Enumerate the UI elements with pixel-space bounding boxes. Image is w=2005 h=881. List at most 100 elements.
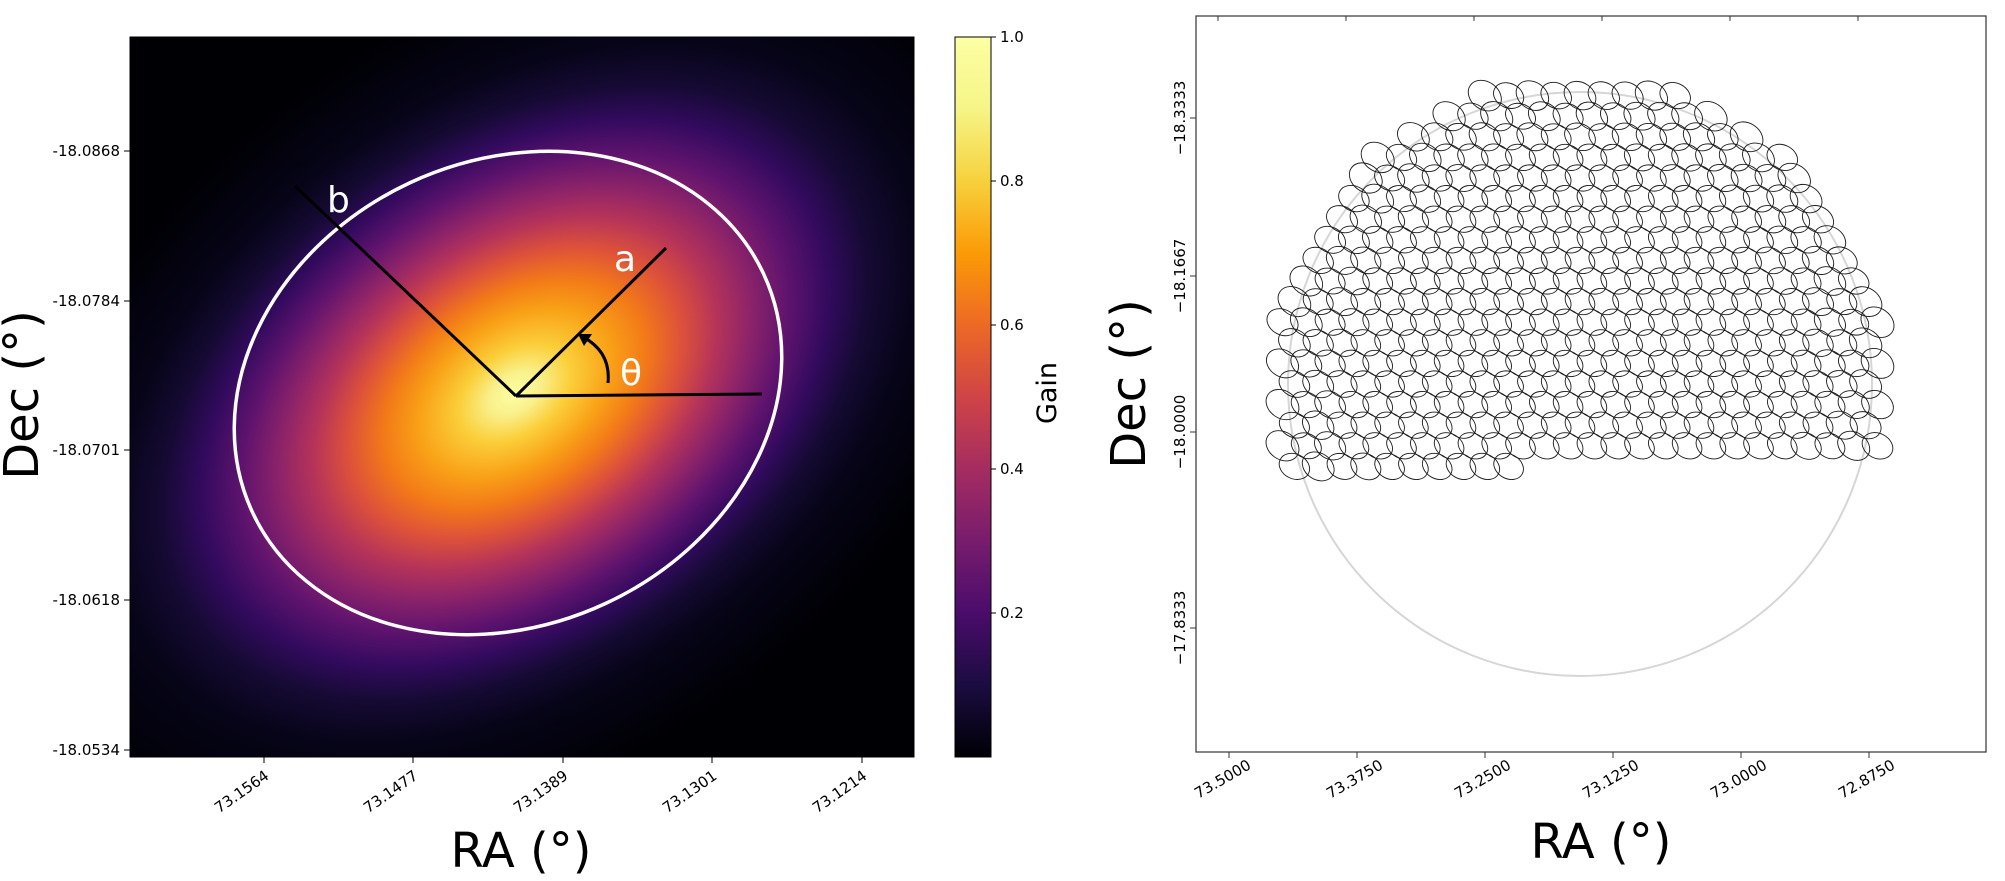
reference-line xyxy=(515,392,763,398)
beam-footprint xyxy=(1480,101,1514,132)
tiling-ylabel: Dec (°) xyxy=(1101,299,1157,469)
beam-footprint xyxy=(1301,451,1335,482)
beam-footprint xyxy=(1659,82,1691,110)
beam-footprint xyxy=(1348,162,1383,194)
cbtick-label: 0.4 xyxy=(1000,460,1024,478)
beam-footprint xyxy=(1861,390,1894,420)
beam-footprint xyxy=(1302,329,1334,357)
theta-arrowhead xyxy=(578,334,592,346)
beam-footprint xyxy=(1848,327,1883,359)
beam-footprint xyxy=(1493,82,1525,109)
beam-footprint xyxy=(1314,267,1346,295)
beam-footprint xyxy=(1277,286,1312,318)
beam-footprint xyxy=(1527,101,1561,132)
beam-footprint xyxy=(1802,411,1834,439)
beam-footprint xyxy=(1826,329,1858,357)
beam-footprint xyxy=(1540,123,1572,151)
beam-footprint xyxy=(1265,430,1300,462)
beam-footprint xyxy=(1552,102,1584,130)
xtick-label: 73.1564 xyxy=(211,767,272,817)
heatmap-x-ticks: 73.1564 73.1477 73.1389 73.1301 73.1214 xyxy=(211,757,870,817)
beam-footprint xyxy=(1837,430,1871,461)
beam-footprint xyxy=(1860,348,1895,379)
beam-ellipse xyxy=(232,149,784,637)
beam-footprint xyxy=(1302,410,1335,440)
ytick-label: −18.0000 xyxy=(1171,395,1189,470)
xtick-label: 73.1389 xyxy=(510,767,571,817)
beam-footprint xyxy=(1825,246,1858,275)
tiling-xlabel: RA (°) xyxy=(1531,814,1672,870)
beam-footprint xyxy=(1813,225,1847,255)
beam-footprint xyxy=(1361,183,1395,214)
beam-footprint xyxy=(1278,411,1310,439)
xtick-label: 73.5000 xyxy=(1191,756,1254,803)
heatmap-xlabel: RA (°) xyxy=(451,823,592,879)
annotation-theta: θ xyxy=(620,353,642,394)
beam-tiling xyxy=(1265,79,1895,677)
beam-footprint xyxy=(1837,390,1870,419)
beam-footprint xyxy=(1564,122,1596,152)
beam-footprint xyxy=(1265,389,1300,421)
beam-footprint xyxy=(1778,246,1810,274)
beam-footprint xyxy=(1516,122,1549,152)
colorbar-label: Gain xyxy=(1032,362,1063,424)
beam-footprint xyxy=(1849,369,1882,399)
left-panel: b a θ -18.0868 -18.0784 -18.0701 -18.061… xyxy=(0,28,1063,879)
beam-footprint xyxy=(1493,452,1524,480)
cbtick-label: 1.0 xyxy=(1000,28,1024,46)
beam-footprint xyxy=(1826,288,1858,316)
ytick-label: -18.0784 xyxy=(53,292,120,310)
beam-footprint xyxy=(1432,101,1466,132)
beam-footprint xyxy=(1349,204,1382,234)
beam-footprint xyxy=(1634,80,1668,111)
tiling-x-ticks: 73.5000 73.3750 73.2500 73.1250 73.0000 … xyxy=(1191,752,1898,802)
field-boundary-circle xyxy=(1287,91,1873,677)
beam-footprint xyxy=(1729,121,1764,153)
xtick-label: 73.0000 xyxy=(1707,756,1770,803)
beam-footprint xyxy=(1801,205,1835,234)
beam-footprint xyxy=(1397,163,1430,193)
colorbar xyxy=(954,36,992,758)
tiling-top-ticks xyxy=(1217,16,1859,21)
beam-footprint xyxy=(1505,102,1536,130)
ytick-label: −18.3333 xyxy=(1171,81,1189,156)
beam-footprint xyxy=(1802,287,1834,316)
beam-footprint xyxy=(1588,123,1620,151)
beam-footprint xyxy=(1515,80,1550,111)
beam-footprint xyxy=(1814,432,1846,460)
beam-footprint xyxy=(1813,266,1847,296)
beam-footprint xyxy=(1468,122,1501,152)
beam-footprint xyxy=(1813,307,1846,337)
xtick-label: 72.8750 xyxy=(1835,756,1898,803)
heatmap-ylabel: Dec (°) xyxy=(0,310,50,480)
cbtick-label: 0.2 xyxy=(1000,604,1024,622)
beam-footprint xyxy=(1314,431,1347,461)
heatmap-y-ticks: -18.0868 -18.0784 -18.0701 -18.0618 -18.… xyxy=(53,142,130,759)
beam-footprint xyxy=(1694,100,1728,132)
cbtick-label: 0.6 xyxy=(1000,316,1024,334)
beam-footprint xyxy=(1350,452,1382,481)
beam-footprint xyxy=(1789,183,1823,214)
axis-a-line xyxy=(514,246,668,398)
ytick-label: -18.0618 xyxy=(53,591,120,609)
annotation-a: a xyxy=(614,239,636,280)
colorbar-ticks: 0.2 0.4 0.6 0.8 1.0 xyxy=(991,28,1024,622)
cbtick-label: 0.8 xyxy=(1000,172,1024,190)
beam-footprint xyxy=(1848,286,1883,317)
tiling-plot-area xyxy=(1195,15,1987,753)
right-panel: 73.5000 73.3750 73.2500 73.1250 73.0000 … xyxy=(1101,15,1987,870)
beam-footprint xyxy=(1326,287,1358,316)
ytick-label: -18.0868 xyxy=(53,142,120,160)
ytick-label: −18.1667 xyxy=(1171,239,1189,314)
beam-footprint xyxy=(1314,308,1346,336)
xtick-label: 73.3750 xyxy=(1323,756,1386,803)
xtick-label: 73.1477 xyxy=(360,767,421,817)
axis-b-line xyxy=(293,184,518,398)
beam-footprint xyxy=(1278,452,1311,480)
xtick-label: 73.1250 xyxy=(1579,756,1642,803)
annotation-b: b xyxy=(327,180,350,221)
beam-footprint xyxy=(1360,141,1395,174)
beam-footprint xyxy=(1374,164,1406,192)
beam-footprint xyxy=(1386,185,1417,213)
